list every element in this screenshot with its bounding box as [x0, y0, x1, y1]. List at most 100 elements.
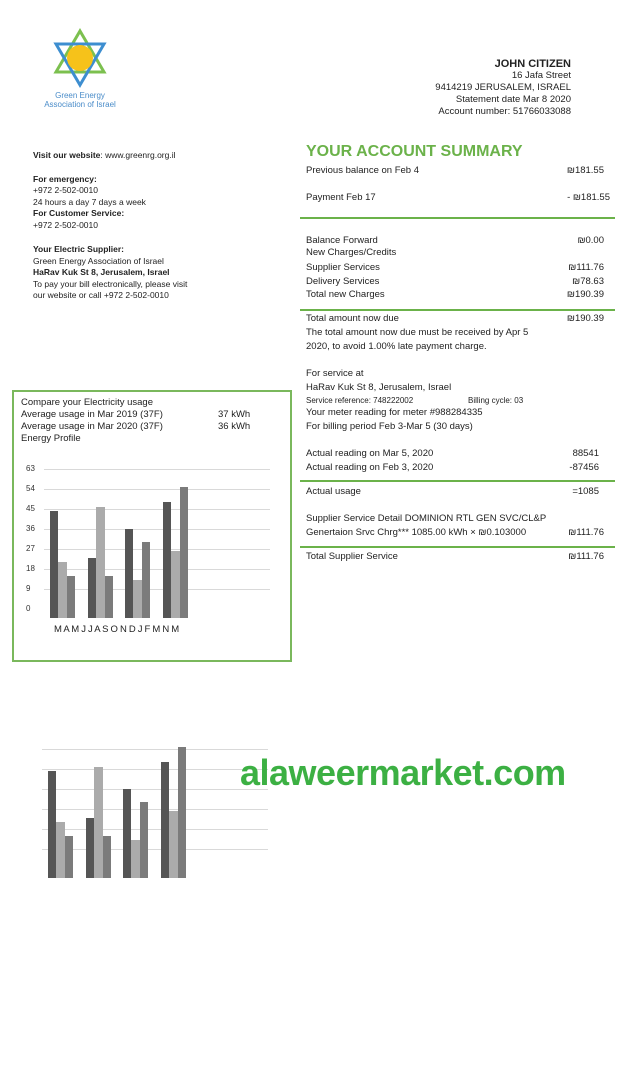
- y-tick-label: 18: [26, 564, 35, 573]
- supplier-address: HaRav Kuk St 8, Jerusalem, Israel: [33, 267, 170, 277]
- total-supplier-row: Total Supplier Service ₪111.76: [306, 551, 612, 563]
- value: 36 kWh: [218, 421, 251, 432]
- bar: [171, 551, 180, 618]
- gridline: [42, 829, 268, 830]
- value: -87456: [569, 462, 599, 473]
- service-reference-row: Service reference: 748222002 Billing cycl…: [306, 395, 612, 407]
- bar: [139, 802, 148, 878]
- divider: [300, 546, 615, 548]
- value: ₪111.76: [568, 527, 604, 538]
- gridline: [44, 529, 270, 530]
- y-tick-label: 27: [26, 544, 35, 553]
- gridline: [42, 729, 268, 730]
- due-note-2: 2020, to avoid 1.00% late payment charge…: [306, 341, 487, 352]
- previous-balance-row: Previous balance on Feb 4 ₪181.55: [306, 165, 612, 177]
- energy-profile-label: Energy Profile: [21, 433, 81, 444]
- reading-feb-row: Actual reading on Feb 3, 2020 -87456: [306, 462, 612, 474]
- bar: [169, 811, 178, 878]
- label: Actual usage: [306, 486, 361, 497]
- bar: [48, 771, 57, 878]
- energy-profile-chart: 0 9 18 27 36 45 54 63: [14, 392, 290, 660]
- website-link[interactable]: : www.greenrg.org.il: [100, 150, 176, 160]
- label: Payment Feb 17: [306, 192, 376, 203]
- bar: [104, 575, 113, 618]
- billing-cycle: Billing cycle: 03: [468, 396, 524, 405]
- logo-text-line1: Green Energy: [55, 91, 105, 100]
- label: Genertaion Srvc Chrg*** 1085.00 kWh × ₪0…: [306, 527, 527, 538]
- service-reference: Service reference: 748222002: [306, 396, 414, 405]
- service-at: For service at: [306, 368, 364, 379]
- new-charges-label: New Charges/Credits: [306, 247, 397, 258]
- supplier-detail: Supplier Service Detail DOMINION RTL GEN…: [306, 513, 547, 524]
- bar: [96, 506, 105, 618]
- gridline: [44, 489, 270, 490]
- watermark: alaweermarket.com: [240, 752, 566, 793]
- label: Actual reading on Mar 5, 2020: [306, 448, 434, 459]
- bar: [163, 502, 172, 618]
- meter-line: Your meter reading for meter #988284335: [306, 407, 483, 418]
- bar: [125, 529, 134, 618]
- gridline: [44, 469, 270, 470]
- divider: [300, 309, 615, 311]
- bar: [94, 766, 103, 878]
- label: Delivery Services: [306, 276, 380, 287]
- avg-2020-row: Average usage in Mar 2020 (37F) 36 kWh: [21, 421, 261, 433]
- actual-usage-row: Actual usage =1085: [306, 486, 612, 498]
- divider: [300, 480, 615, 482]
- payment-row: Payment Feb 17 - ₪181.55: [306, 192, 612, 204]
- due-note-1: The total amount now due must be receive…: [306, 327, 529, 338]
- customer-name: JOHN CITIZEN: [494, 58, 571, 70]
- bar: [133, 580, 142, 618]
- bar: [66, 575, 75, 618]
- bar: [179, 486, 188, 618]
- supplier-name: Green Energy Association of Israel: [33, 255, 164, 266]
- gridline: [42, 769, 268, 770]
- pay-line-2: our website or call +972 2-502-0010: [33, 290, 169, 300]
- value: ₪0.00: [577, 235, 604, 246]
- usage-box: Compare your Electricity usage Average u…: [12, 390, 292, 662]
- emergency-phone: +972 2-502-0010: [33, 185, 98, 195]
- bar: [161, 762, 170, 878]
- x-tick-labels: M A M J J A S O N D J F M N M: [54, 624, 180, 635]
- logo-text-line2: Association of Israel: [44, 100, 116, 109]
- customer-service-phone: +972 2-502-0010: [33, 219, 98, 230]
- y-tick-label: 36: [26, 524, 35, 533]
- total-due-row: Total amount now due ₪190.39: [306, 313, 612, 325]
- account-number: Account number: 51766033088: [438, 106, 571, 117]
- generation-row: Genertaion Srvc Chrg*** 1085.00 kWh × ₪0…: [306, 527, 612, 539]
- bar: [102, 835, 111, 878]
- bar: [64, 835, 73, 878]
- label: Actual reading on Feb 3, 2020: [306, 462, 434, 473]
- value: ₪181.55: [566, 165, 604, 176]
- website-label: Visit our website: [33, 150, 101, 160]
- customer-street: 16 Jafa Street: [511, 70, 571, 81]
- service-address: HaRav Kuk St 8, Jerusalem, Israel: [306, 382, 452, 393]
- value: ₪190.39: [566, 313, 604, 324]
- bar: [123, 789, 132, 878]
- summary-title: YOUR ACCOUNT SUMMARY: [306, 143, 523, 160]
- y-tick-label: 45: [26, 504, 35, 513]
- delivery-services-row: Delivery Services ₪78.63: [306, 276, 612, 288]
- y-tick-label: 54: [26, 484, 35, 493]
- gridline: [42, 749, 268, 750]
- gridline: [44, 589, 270, 590]
- value: ₪111.76: [568, 262, 604, 273]
- bar: [131, 840, 140, 878]
- supplier-services-row: Supplier Services ₪111.76: [306, 262, 612, 274]
- y-tick-label: 9: [26, 584, 31, 593]
- bar: [177, 746, 186, 878]
- value: 88541: [572, 448, 599, 459]
- label: Average usage in Mar 2019 (37F): [21, 409, 163, 420]
- reading-mar-row: Actual reading on Mar 5, 2020 88541: [306, 448, 612, 460]
- avg-2019-row: Average usage in Mar 2019 (37F) 37 kWh: [21, 409, 261, 421]
- value: =1085: [572, 486, 599, 497]
- customer-block: JOHN CITIZEN 16 Jafa Street 9414219 JERU…: [435, 58, 571, 118]
- bar: [50, 511, 59, 618]
- supplier-label: Your Electric Supplier:: [33, 244, 125, 254]
- value: - ₪181.55: [567, 192, 610, 203]
- value: 37 kWh: [218, 409, 251, 420]
- contact-info: Visit our website: www.greenrg.org.il Fo…: [33, 150, 187, 302]
- label: Previous balance on Feb 4: [306, 165, 420, 176]
- value: ₪190.39: [566, 289, 604, 300]
- y-tick-label: 0: [26, 604, 31, 613]
